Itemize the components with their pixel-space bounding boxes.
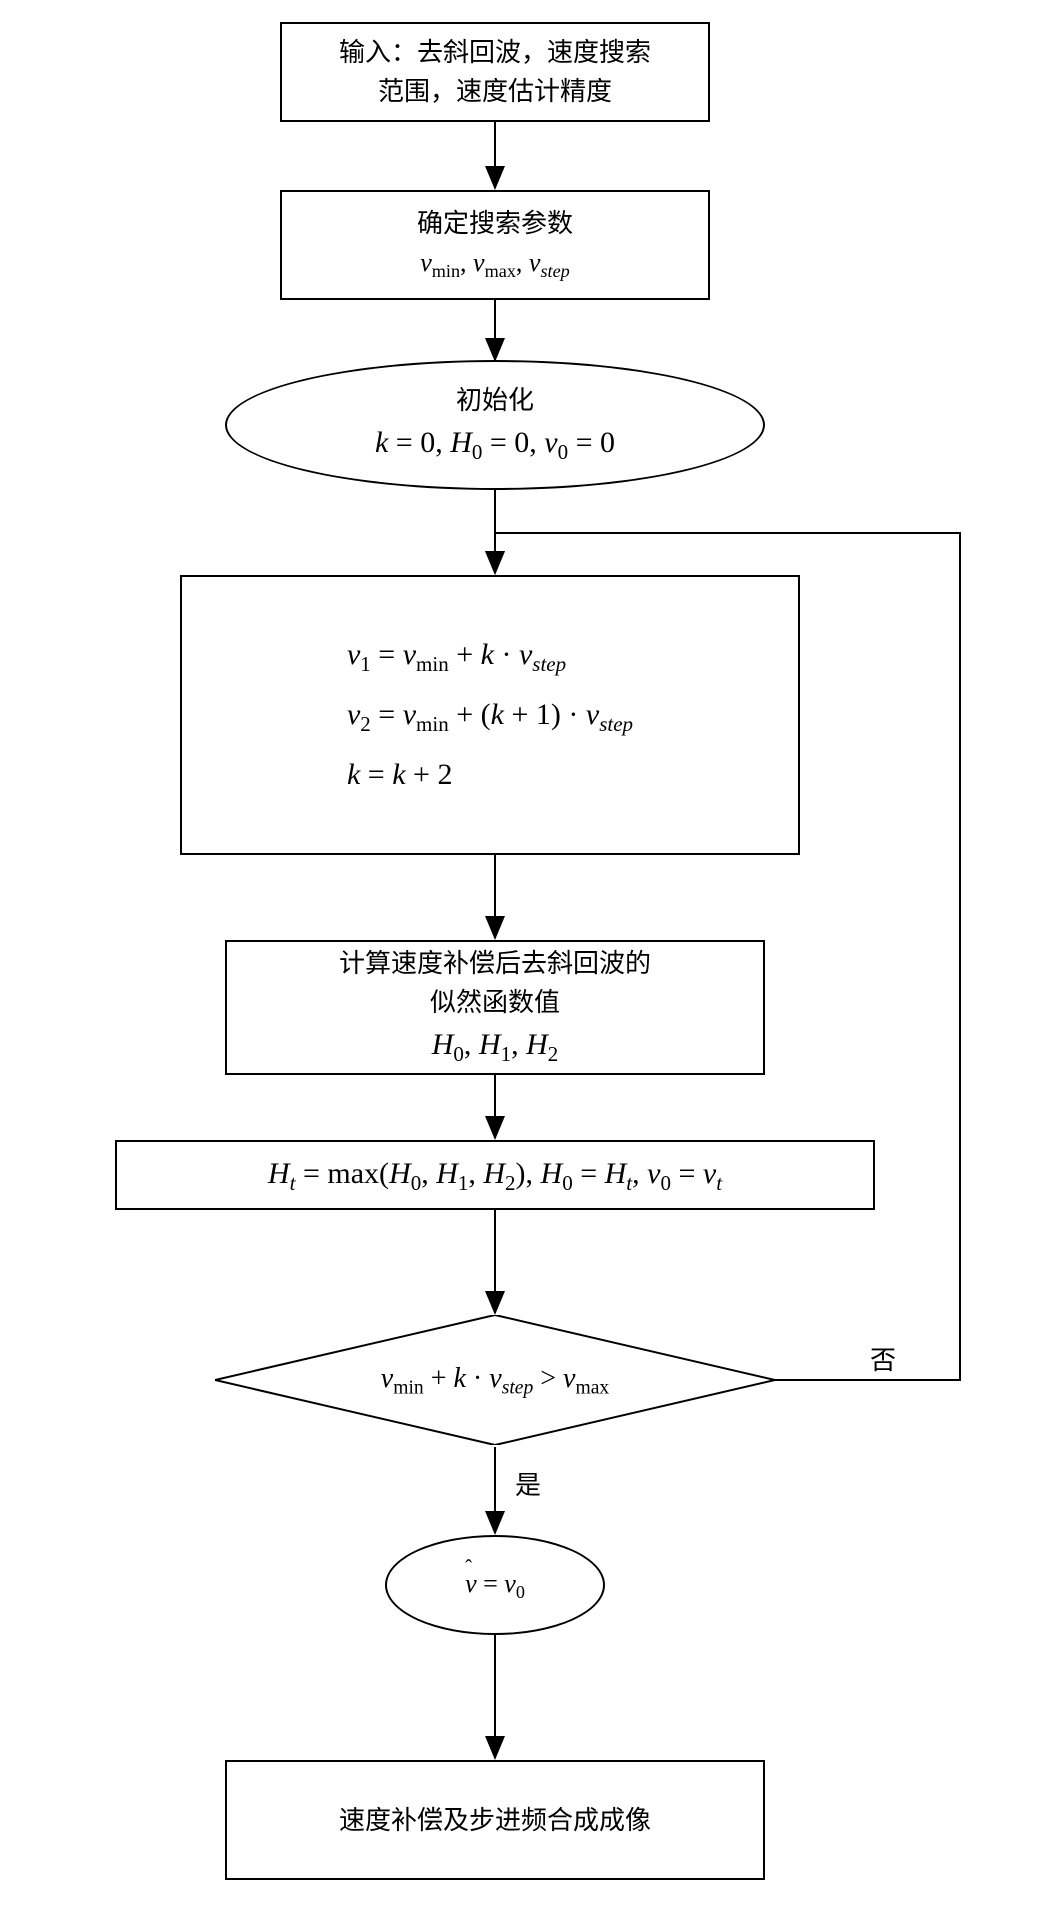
maxbox-math: Ht = max(H0, H1, H2), H0 = Ht, v0 = vt [268,1151,722,1200]
node-result: vˆ = v0 [385,1535,605,1635]
init-title: 初始化 [456,381,534,420]
determine-math: vmin, vmax, vstep [420,243,570,285]
input-line2: 范围，速度估计精度 [378,72,612,111]
label-yes: 是 [515,1465,541,1502]
input-line1: 输入：去斜回波，速度搜索 [339,33,651,72]
likelihood-line2: 似然函数值 [430,983,560,1022]
node-input: 输入：去斜回波，速度搜索 范围，速度估计精度 [280,22,710,122]
flowchart-container: 输入：去斜回波，速度搜索 范围，速度估计精度 确定搜索参数 vmin, vmax… [0,0,1041,1932]
node-final: 速度补偿及步进频合成成像 [225,1760,765,1880]
likelihood-line1: 计算速度补偿后去斜回波的 [339,944,651,983]
node-init: 初始化 k = 0, H0 = 0, v0 = 0 [225,360,765,490]
node-decision: vmin + k · vstep > vmax [215,1315,775,1445]
decision-math: vmin + k · vstep > vmax [381,1358,609,1403]
final-text: 速度补偿及步进频合成成像 [339,1801,651,1840]
determine-title: 确定搜索参数 [417,204,573,243]
node-maxbox: Ht = max(H0, H1, H2), H0 = Ht, v0 = vt [115,1140,875,1210]
result-math: vˆ = v0 [465,1564,525,1606]
compute-v-equations: v1 = vmin + k · vstep v2 = vmin + (k + 1… [347,625,633,805]
likelihood-math: H0, H1, H2 [432,1022,559,1071]
init-math: k = 0, H0 = 0, v0 = 0 [375,420,615,469]
node-likelihood: 计算速度补偿后去斜回波的 似然函数值 H0, H1, H2 [225,940,765,1075]
node-determine: 确定搜索参数 vmin, vmax, vstep [280,190,710,300]
label-no: 否 [870,1340,896,1377]
node-compute-v: v1 = vmin + k · vstep v2 = vmin + (k + 1… [180,575,800,855]
